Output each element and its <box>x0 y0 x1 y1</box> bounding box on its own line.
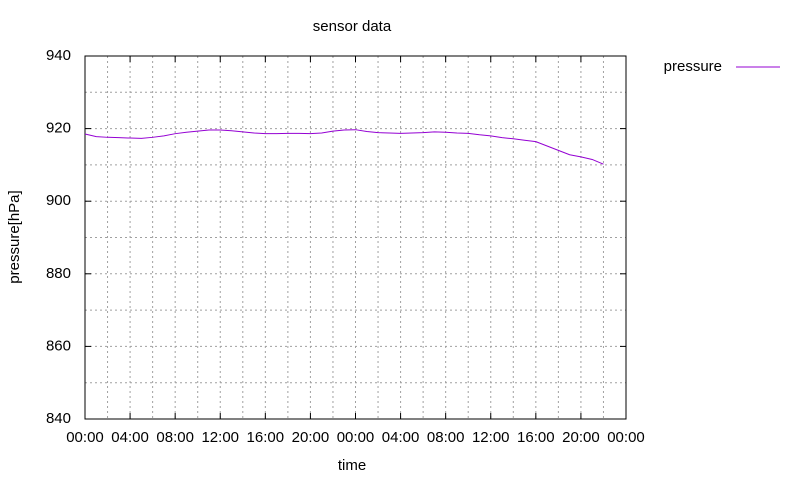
x-tick-label: 00:00 <box>337 429 375 446</box>
chart-title: sensor data <box>313 18 392 35</box>
data-line <box>84 129 604 165</box>
y-tick-label: 860 <box>46 337 71 354</box>
x-tick-label: 08:00 <box>427 429 465 446</box>
x-tick-label: 12:00 <box>472 429 510 446</box>
y-tick-label: 880 <box>46 265 71 282</box>
x-tick-label: 16:00 <box>517 429 555 446</box>
y-tick-label: 840 <box>46 410 71 427</box>
legend-label: pressure <box>664 58 722 75</box>
x-tick-label: 04:00 <box>111 429 149 446</box>
x-tick-label: 20:00 <box>562 429 600 446</box>
x-tick-label: 08:00 <box>156 429 194 446</box>
y-axis-label: pressure[hPa] <box>6 190 23 283</box>
y-tick-label: 940 <box>46 47 71 64</box>
x-tick-label: 20:00 <box>292 429 330 446</box>
x-tick-label: 16:00 <box>247 429 285 446</box>
x-tick-label: 12:00 <box>201 429 239 446</box>
x-tick-label: 00:00 <box>66 429 104 446</box>
y-tick-label: 900 <box>46 192 71 209</box>
plot-frame <box>84 55 627 420</box>
x-tick-label: 00:00 <box>607 429 645 446</box>
y-tick-label: 920 <box>46 120 71 137</box>
x-axis-label: time <box>338 457 366 474</box>
x-tick-label: 04:00 <box>382 429 420 446</box>
